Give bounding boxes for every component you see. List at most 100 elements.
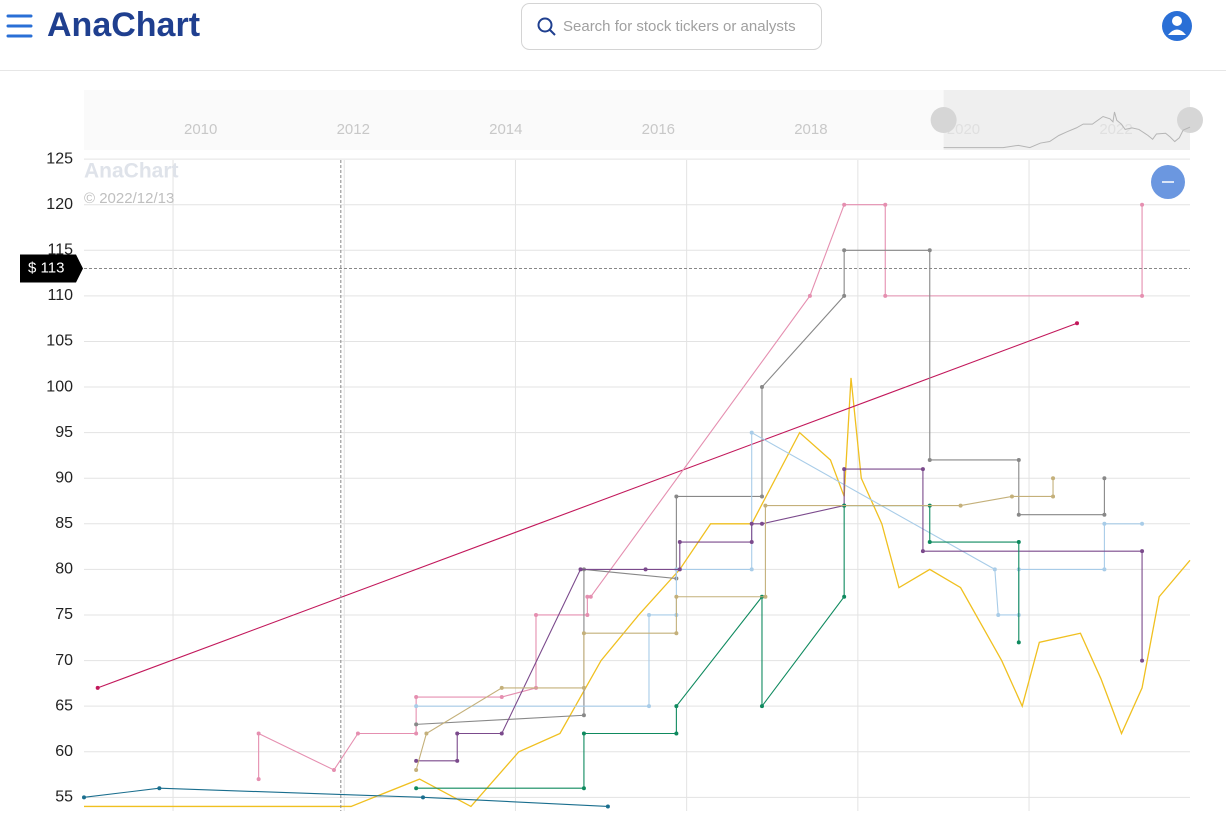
series-point — [759, 385, 764, 390]
handle-knob — [930, 107, 957, 133]
series-point — [677, 567, 682, 572]
navigator-tick-label: 2018 — [794, 121, 827, 138]
series-point — [581, 685, 586, 690]
series-point — [643, 567, 648, 572]
user-icon[interactable] — [1162, 11, 1192, 41]
series-point — [455, 731, 460, 736]
watermark: AnaChart — [84, 160, 179, 183]
series-point — [499, 695, 504, 700]
series-point — [674, 631, 679, 636]
series-point — [1102, 521, 1107, 526]
y-tick-label: 110 — [47, 287, 73, 304]
navigator-handle[interactable] — [1177, 107, 1203, 133]
y-tick-label: 100 — [46, 378, 73, 395]
y-tick-label: 105 — [46, 333, 73, 350]
y-tick-label: 55 — [55, 789, 73, 806]
series-line — [416, 249, 1105, 725]
y-tick-label: 95 — [55, 424, 73, 441]
series-point — [992, 567, 997, 572]
series-point — [585, 594, 590, 599]
y-tick-label: 70 — [55, 652, 73, 669]
navigator-tick-label: 2016 — [642, 121, 675, 138]
series-point — [958, 503, 963, 508]
series-point — [759, 704, 764, 709]
series-point — [1140, 521, 1145, 526]
search-box[interactable] — [521, 3, 822, 50]
series-point — [581, 731, 586, 736]
navigator-window — [943, 90, 1190, 150]
series-point — [414, 695, 419, 700]
series-point — [749, 540, 754, 545]
series-line — [416, 431, 1143, 707]
series-point — [763, 503, 768, 508]
series-point — [581, 786, 586, 791]
series-line — [416, 505, 1020, 789]
navigator-line — [943, 111, 1191, 149]
series-point — [414, 767, 419, 772]
series-point — [1016, 640, 1021, 645]
menu-button[interactable] — [6, 14, 33, 38]
series-point — [581, 713, 586, 718]
navigator-tick-label: 2010 — [184, 121, 217, 138]
series-point — [927, 248, 932, 253]
series-point — [749, 521, 754, 526]
series-point — [414, 731, 419, 736]
series-point — [927, 540, 932, 545]
series-point — [674, 731, 679, 736]
series-point — [1009, 494, 1014, 499]
series-point — [1016, 512, 1021, 517]
navigator-handle[interactable] — [930, 107, 957, 133]
series-point — [256, 777, 261, 782]
series-point — [763, 594, 768, 599]
series-point — [1140, 293, 1145, 298]
logo[interactable]: AnaChart — [47, 6, 200, 44]
series-point — [256, 731, 261, 736]
series-line — [258, 204, 1143, 780]
zoom-out-button[interactable] — [1151, 165, 1185, 199]
crosshair-label-box — [20, 254, 83, 283]
series-point — [996, 612, 1001, 617]
series-point — [424, 731, 429, 736]
y-tick-label: 90 — [55, 469, 73, 486]
search-placeholder: Search for stock tickers or analysts — [563, 18, 796, 35]
search-icon — [537, 17, 556, 36]
series-point — [585, 612, 590, 617]
crosshair-label: $ 113 — [28, 259, 64, 276]
series-line — [97, 322, 1078, 689]
series-line — [415, 478, 1054, 771]
series-point — [578, 567, 583, 572]
series-point — [414, 722, 419, 727]
series-point — [883, 293, 888, 298]
series-point — [1102, 567, 1107, 572]
series-point — [157, 786, 162, 791]
series-point — [883, 202, 888, 207]
series-point — [499, 731, 504, 736]
y-tick-label: 120 — [46, 196, 73, 213]
y-tick-label: 115 — [47, 242, 73, 259]
series-point — [414, 786, 419, 791]
y-tick-label: 65 — [55, 697, 73, 714]
series-point — [674, 704, 679, 709]
series-point — [82, 795, 86, 800]
series-point — [677, 540, 682, 545]
series-point — [414, 758, 419, 763]
series-point — [1016, 457, 1021, 462]
series-point — [533, 612, 538, 617]
series-point — [749, 567, 754, 572]
navigator-tick-label: 2014 — [489, 121, 522, 138]
series-line — [83, 787, 608, 807]
series-point — [646, 612, 651, 617]
series-point — [455, 758, 460, 763]
series-point — [420, 795, 425, 800]
series-point — [1016, 540, 1021, 545]
series-point — [1102, 476, 1107, 481]
series-point — [1140, 549, 1145, 554]
y-tick-label: 85 — [55, 515, 73, 532]
navigator-tick-label: 2012 — [337, 121, 370, 138]
y-tick-label: 75 — [55, 606, 73, 623]
series-line — [84, 377, 1191, 808]
handle-knob — [1177, 107, 1203, 133]
series-point — [331, 767, 336, 772]
series-point — [674, 494, 679, 499]
